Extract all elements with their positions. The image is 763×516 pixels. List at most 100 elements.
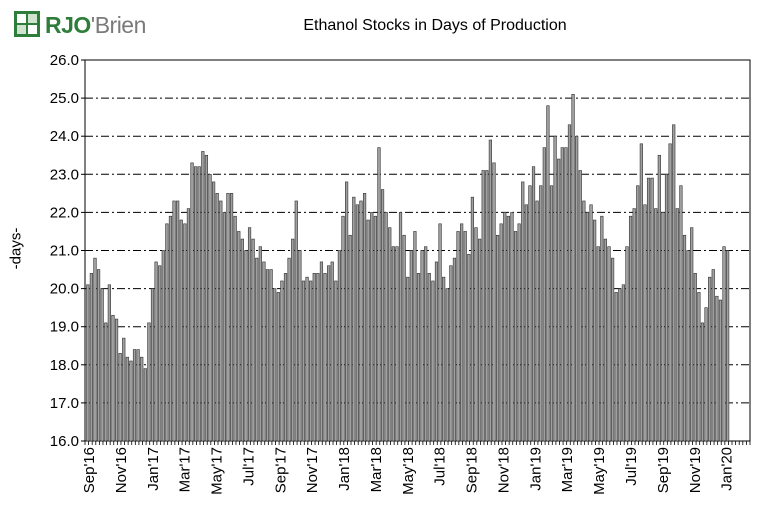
bar bbox=[503, 212, 507, 442]
bar bbox=[420, 250, 424, 442]
bar bbox=[219, 200, 223, 442]
bar bbox=[607, 246, 611, 442]
bar bbox=[316, 273, 320, 442]
bar bbox=[535, 200, 539, 442]
x-tick-label: Nov'16 bbox=[113, 447, 130, 493]
y-tick-label: 19.0 bbox=[50, 319, 79, 336]
bar bbox=[269, 269, 273, 442]
bar bbox=[154, 261, 158, 442]
y-tick-label: 18.0 bbox=[50, 357, 79, 374]
bar bbox=[409, 250, 413, 442]
bar bbox=[179, 219, 183, 442]
bar bbox=[129, 360, 133, 442]
bar bbox=[531, 166, 536, 442]
bar bbox=[291, 238, 295, 442]
bar bbox=[258, 246, 262, 442]
x-tick-label: Jan'17 bbox=[145, 447, 162, 491]
rjobrien-logo: RJO'Brien bbox=[14, 11, 164, 41]
bar bbox=[208, 174, 212, 442]
bar bbox=[600, 215, 604, 442]
bar bbox=[89, 273, 93, 442]
bar bbox=[140, 356, 144, 442]
bar bbox=[366, 219, 370, 442]
bar bbox=[104, 322, 108, 442]
bar bbox=[546, 105, 550, 442]
x-tick-label: May'19 bbox=[591, 447, 608, 495]
bar bbox=[348, 234, 352, 442]
bar bbox=[539, 185, 543, 442]
x-tick-label: Jul'17 bbox=[240, 447, 257, 486]
x-tick-label: Jan'19 bbox=[527, 447, 544, 491]
bar bbox=[578, 170, 582, 442]
bar bbox=[445, 288, 449, 442]
bar bbox=[244, 250, 248, 442]
bar bbox=[345, 181, 349, 442]
bar bbox=[197, 166, 201, 442]
rjobrien-logo-mark-icon bbox=[14, 11, 40, 37]
bar bbox=[380, 189, 385, 442]
bar bbox=[643, 204, 647, 442]
bar bbox=[524, 204, 528, 442]
bar bbox=[298, 250, 302, 442]
bar bbox=[542, 147, 546, 442]
bar bbox=[327, 265, 331, 442]
bar bbox=[596, 246, 600, 442]
x-tick-label: Jan'18 bbox=[336, 447, 353, 491]
bar bbox=[168, 215, 173, 442]
bar bbox=[517, 223, 521, 442]
bar bbox=[262, 261, 266, 442]
bar bbox=[686, 250, 690, 442]
bar bbox=[309, 280, 313, 442]
bar bbox=[560, 147, 564, 442]
bar bbox=[704, 307, 708, 442]
bar bbox=[337, 250, 342, 442]
bar bbox=[222, 212, 226, 442]
bar bbox=[362, 193, 367, 442]
bar bbox=[521, 181, 525, 442]
bar bbox=[682, 234, 687, 442]
bar bbox=[136, 349, 140, 442]
bar bbox=[305, 276, 309, 442]
bar bbox=[233, 215, 237, 442]
bar bbox=[690, 227, 694, 442]
bar bbox=[158, 265, 162, 442]
y-tick-label: 23.0 bbox=[50, 166, 79, 183]
bar bbox=[456, 231, 460, 442]
bar bbox=[557, 158, 561, 442]
y-tick-label: 17.0 bbox=[50, 395, 79, 412]
bar bbox=[359, 200, 363, 442]
bar bbox=[402, 234, 406, 442]
bar bbox=[384, 212, 388, 442]
bar bbox=[255, 257, 259, 442]
bar bbox=[470, 196, 475, 442]
bar bbox=[93, 257, 97, 442]
bar bbox=[499, 223, 503, 442]
bar bbox=[370, 212, 374, 442]
bar bbox=[528, 185, 532, 442]
logo-wordmark: RJO'Brien bbox=[45, 12, 146, 39]
bar bbox=[147, 322, 151, 442]
bar bbox=[485, 170, 489, 442]
bar bbox=[398, 212, 403, 442]
bar bbox=[143, 368, 147, 442]
bar bbox=[582, 200, 586, 442]
bar bbox=[449, 265, 453, 442]
bar bbox=[86, 284, 90, 442]
bar bbox=[553, 135, 557, 442]
x-tick-label: Jan'20 bbox=[719, 447, 736, 491]
bar bbox=[391, 246, 395, 442]
bar bbox=[265, 269, 270, 442]
bar bbox=[107, 284, 111, 442]
bar bbox=[96, 269, 101, 442]
bar bbox=[697, 292, 701, 442]
bar bbox=[226, 193, 230, 442]
bar bbox=[416, 273, 421, 442]
bar bbox=[478, 238, 482, 442]
bar bbox=[693, 273, 697, 442]
bar bbox=[341, 215, 345, 442]
bar bbox=[330, 261, 334, 442]
bar bbox=[294, 200, 298, 442]
bar bbox=[287, 257, 291, 442]
y-tick-label: 16.0 bbox=[50, 433, 79, 450]
bar bbox=[132, 349, 137, 442]
